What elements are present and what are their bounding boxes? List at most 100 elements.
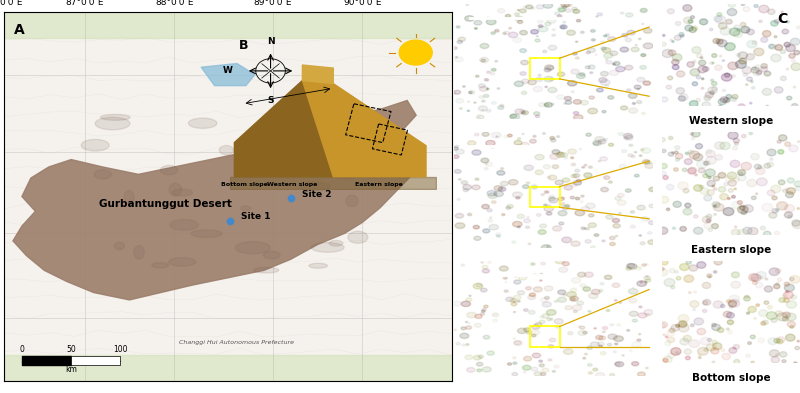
Circle shape (672, 59, 679, 65)
Circle shape (509, 28, 511, 29)
Circle shape (637, 77, 645, 82)
Circle shape (634, 174, 639, 177)
Circle shape (761, 321, 766, 325)
Circle shape (729, 347, 737, 353)
Circle shape (678, 96, 686, 101)
Circle shape (513, 362, 517, 364)
Circle shape (778, 278, 782, 281)
Circle shape (564, 185, 573, 190)
Circle shape (640, 281, 642, 283)
Circle shape (548, 359, 552, 361)
Ellipse shape (82, 140, 109, 151)
Circle shape (518, 9, 519, 11)
Circle shape (607, 343, 612, 346)
Circle shape (637, 88, 639, 90)
Circle shape (682, 5, 692, 11)
Circle shape (643, 28, 652, 33)
Circle shape (579, 149, 582, 150)
Circle shape (466, 312, 476, 318)
Circle shape (478, 84, 486, 88)
Circle shape (686, 152, 689, 154)
Circle shape (758, 5, 769, 13)
Circle shape (669, 136, 673, 140)
Circle shape (602, 48, 610, 53)
Circle shape (474, 28, 478, 29)
Circle shape (797, 208, 799, 209)
Ellipse shape (329, 241, 343, 246)
Text: B: B (238, 39, 248, 51)
Circle shape (787, 178, 794, 183)
Circle shape (575, 41, 578, 42)
Circle shape (487, 351, 494, 355)
Circle shape (522, 134, 524, 135)
Circle shape (719, 105, 722, 107)
Circle shape (608, 37, 616, 41)
Circle shape (535, 115, 540, 118)
Circle shape (531, 184, 537, 187)
Circle shape (598, 290, 603, 292)
Circle shape (755, 193, 758, 195)
Circle shape (537, 214, 541, 216)
Circle shape (639, 235, 642, 236)
Circle shape (512, 373, 518, 376)
Circle shape (469, 92, 472, 94)
Circle shape (729, 305, 733, 309)
Circle shape (491, 101, 497, 104)
Circle shape (714, 142, 725, 149)
Circle shape (605, 85, 609, 87)
Circle shape (728, 2, 735, 7)
Circle shape (474, 102, 476, 103)
Circle shape (589, 96, 594, 99)
Circle shape (625, 135, 633, 140)
Circle shape (598, 13, 602, 16)
Circle shape (582, 207, 590, 211)
Circle shape (723, 208, 734, 215)
Circle shape (777, 140, 781, 143)
Circle shape (538, 25, 543, 28)
Circle shape (542, 314, 550, 318)
Circle shape (774, 231, 779, 235)
Circle shape (674, 168, 678, 171)
Circle shape (538, 103, 546, 107)
Circle shape (571, 241, 580, 246)
Circle shape (688, 167, 697, 174)
Circle shape (480, 313, 485, 315)
Circle shape (631, 47, 639, 52)
Circle shape (577, 301, 584, 305)
Circle shape (702, 67, 709, 72)
Circle shape (671, 286, 675, 289)
Circle shape (704, 161, 710, 165)
Circle shape (571, 183, 577, 186)
Circle shape (546, 246, 550, 248)
Circle shape (561, 26, 565, 28)
Circle shape (689, 340, 699, 347)
Circle shape (674, 151, 678, 154)
Circle shape (632, 287, 634, 288)
Circle shape (466, 321, 468, 323)
Circle shape (455, 223, 465, 228)
Circle shape (514, 13, 519, 16)
Circle shape (643, 81, 650, 85)
Circle shape (662, 149, 666, 152)
Circle shape (714, 204, 724, 211)
Circle shape (642, 264, 646, 266)
Circle shape (495, 61, 498, 62)
Circle shape (510, 114, 517, 118)
Circle shape (666, 85, 671, 89)
Circle shape (529, 310, 535, 314)
Circle shape (710, 62, 714, 64)
Circle shape (743, 73, 747, 76)
Circle shape (559, 222, 564, 225)
Circle shape (541, 298, 548, 302)
Circle shape (581, 227, 585, 230)
Circle shape (595, 136, 605, 142)
Circle shape (468, 323, 470, 324)
Circle shape (786, 188, 789, 191)
Circle shape (704, 348, 708, 351)
Circle shape (659, 196, 669, 203)
Circle shape (714, 65, 722, 70)
Circle shape (532, 353, 541, 358)
Circle shape (472, 185, 480, 190)
Circle shape (678, 315, 689, 322)
Ellipse shape (235, 242, 270, 254)
